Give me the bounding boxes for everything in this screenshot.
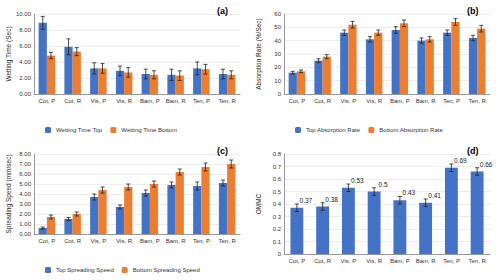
svg-text:Cot, P: Cot, P — [289, 98, 306, 104]
svg-text:Cot, R: Cot, R — [314, 258, 332, 264]
svg-text:0.66: 0.66 — [480, 161, 493, 168]
svg-text:Absorption Rate (%/Sec): Absorption Rate (%/Sec) — [255, 18, 263, 90]
svg-text:30: 30 — [274, 51, 281, 57]
svg-text:0.53: 0.53 — [351, 177, 364, 184]
svg-text:8.00: 8.00 — [19, 27, 31, 33]
svg-text:Cot, P: Cot, P — [39, 238, 56, 244]
svg-text:Bam, R: Bam, R — [416, 258, 437, 264]
svg-text:(b): (b) — [467, 6, 479, 16]
svg-text:Vis, R: Vis, R — [366, 98, 383, 104]
svg-text:0: 0 — [278, 91, 282, 97]
svg-text:Wetting Time (Sec): Wetting Time (Sec) — [5, 26, 13, 81]
svg-text:0.1: 0.1 — [273, 239, 282, 245]
svg-text:Ten, P: Ten, P — [193, 98, 210, 104]
svg-text:10: 10 — [274, 78, 281, 84]
svg-text:6.00: 6.00 — [19, 171, 31, 177]
svg-text:0.5: 0.5 — [273, 189, 282, 195]
svg-text:Top Absorption Rate: Top Absorption Rate — [306, 127, 361, 133]
svg-text:2.00: 2.00 — [19, 211, 31, 217]
svg-text:Vis, R: Vis, R — [116, 238, 133, 244]
svg-text:Ten, R: Ten, R — [468, 258, 486, 264]
svg-text:Vis, P: Vis, P — [91, 98, 107, 104]
svg-text:(a): (a) — [217, 6, 228, 16]
svg-text:20: 20 — [274, 64, 281, 70]
svg-text:Wetting Time Top: Wetting Time Top — [56, 127, 103, 133]
svg-text:10.00: 10.00 — [16, 11, 32, 17]
svg-text:0.5: 0.5 — [379, 181, 388, 188]
svg-text:Cot, P: Cot, P — [289, 258, 306, 264]
svg-text:50: 50 — [274, 24, 281, 30]
svg-text:(d): (d) — [467, 146, 479, 156]
svg-text:Wetting Time Bottom: Wetting Time Bottom — [121, 127, 177, 133]
svg-text:0.41: 0.41 — [428, 192, 441, 199]
svg-text:Bottom Absorption Rate: Bottom Absorption Rate — [379, 127, 443, 133]
svg-text:Bottom Spreading Speed: Bottom Spreading Speed — [133, 267, 200, 273]
svg-text:8.00: 8.00 — [19, 151, 31, 157]
svg-text:2.00: 2.00 — [19, 75, 31, 81]
svg-text:Spreading Speed (mm/sec): Spreading Speed (mm/sec) — [5, 154, 13, 233]
svg-text:Vis, P: Vis, P — [341, 258, 357, 264]
svg-text:Ten, R: Ten, R — [468, 98, 486, 104]
svg-text:0: 0 — [278, 251, 282, 257]
svg-text:5.00: 5.00 — [19, 181, 31, 187]
svg-text:Cot, P: Cot, P — [39, 98, 56, 104]
svg-text:Bam, P: Bam, P — [390, 258, 410, 264]
svg-text:Bam, P: Bam, P — [140, 238, 160, 244]
svg-text:Vis, R: Vis, R — [116, 98, 133, 104]
svg-text:(c): (c) — [217, 146, 228, 156]
svg-text:Ten, P: Ten, P — [443, 258, 460, 264]
svg-text:3.00: 3.00 — [19, 201, 31, 207]
svg-text:0.6: 0.6 — [273, 176, 282, 182]
svg-text:0.00: 0.00 — [19, 231, 31, 237]
svg-text:Bam, R: Bam, R — [416, 98, 437, 104]
svg-text:Vis, P: Vis, P — [91, 238, 107, 244]
svg-text:4.00: 4.00 — [19, 191, 31, 197]
svg-text:0.3: 0.3 — [273, 214, 282, 220]
svg-text:1.00: 1.00 — [19, 221, 31, 227]
svg-text:Cot, R: Cot, R — [64, 98, 82, 104]
svg-text:Ten, P: Ten, P — [443, 98, 460, 104]
svg-text:0.4: 0.4 — [273, 201, 282, 207]
svg-text:Bam, R: Bam, R — [166, 238, 187, 244]
svg-text:Top Spreading Speed: Top Spreading Speed — [56, 267, 114, 273]
svg-text:0.00: 0.00 — [19, 91, 31, 97]
svg-text:Cot, R: Cot, R — [64, 238, 82, 244]
svg-text:4.00: 4.00 — [19, 59, 31, 65]
svg-text:6.00: 6.00 — [19, 43, 31, 49]
svg-text:Ten, R: Ten, R — [218, 98, 236, 104]
svg-text:Vis, R: Vis, R — [366, 258, 383, 264]
svg-text:OMMC: OMMC — [255, 193, 262, 214]
svg-text:0.38: 0.38 — [325, 196, 338, 203]
svg-text:Ten, R: Ten, R — [218, 238, 236, 244]
svg-text:Cot, R: Cot, R — [314, 98, 332, 104]
svg-text:Ten, P: Ten, P — [193, 238, 210, 244]
svg-text:0.8: 0.8 — [273, 151, 282, 157]
svg-text:Vis, P: Vis, P — [341, 98, 357, 104]
svg-text:60: 60 — [274, 11, 281, 17]
svg-text:0.37: 0.37 — [300, 197, 313, 204]
svg-text:Bam, P: Bam, P — [390, 98, 410, 104]
svg-text:0.43: 0.43 — [403, 189, 416, 196]
svg-text:7.00: 7.00 — [19, 161, 31, 167]
svg-text:Bam, P: Bam, P — [140, 98, 160, 104]
svg-text:0.69: 0.69 — [454, 157, 467, 164]
svg-text:0.2: 0.2 — [273, 226, 282, 232]
svg-text:0.7: 0.7 — [273, 164, 282, 170]
svg-text:40: 40 — [274, 38, 281, 44]
svg-text:Bam, R: Bam, R — [166, 98, 187, 104]
